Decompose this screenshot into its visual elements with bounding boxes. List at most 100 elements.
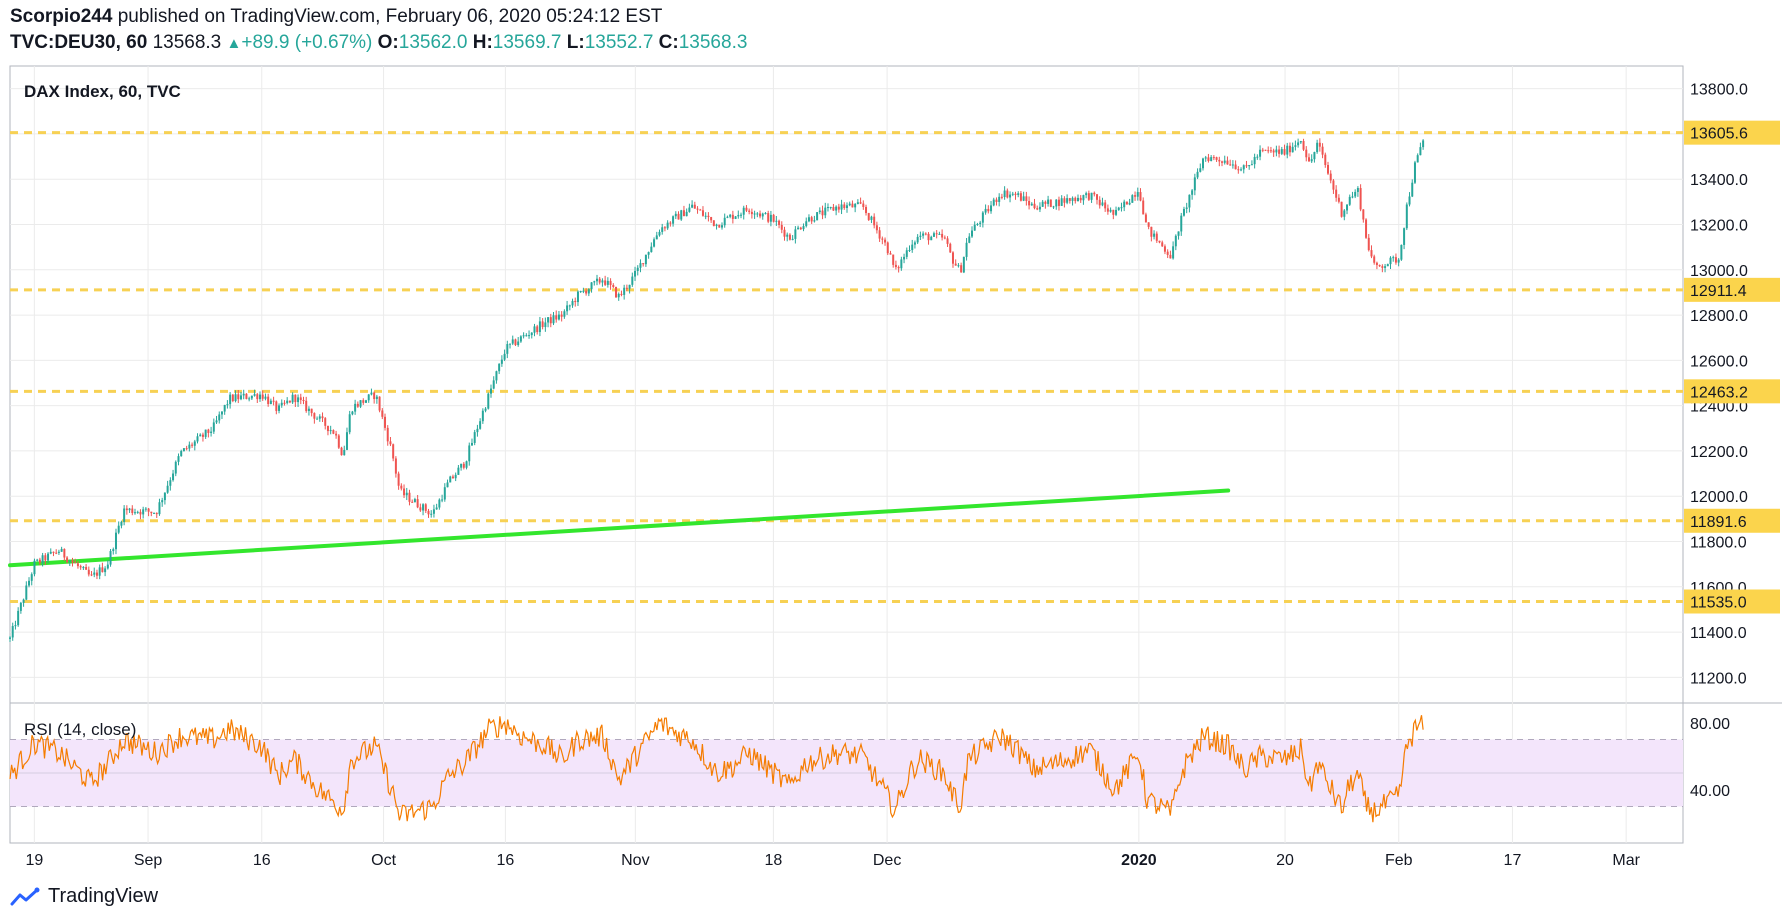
- candle-body: [644, 254, 647, 265]
- candle-body: [324, 418, 327, 426]
- candle-body: [1218, 159, 1221, 162]
- candle-body: [962, 256, 965, 273]
- candle-body: [1131, 195, 1134, 203]
- candle-body: [536, 326, 539, 333]
- candle-body: [237, 394, 240, 400]
- y-tick-label: 11800.0: [1690, 535, 1747, 552]
- candle-body: [367, 394, 370, 401]
- candle-body: [544, 322, 547, 328]
- candle-body: [1014, 193, 1017, 196]
- candle-body: [797, 227, 800, 230]
- horizontal-gridlines: [10, 88, 1683, 678]
- candle-body: [555, 315, 558, 320]
- candle-body: [786, 234, 789, 237]
- candle-body: [1332, 180, 1335, 190]
- candle-body: [239, 395, 242, 400]
- candle-body: [302, 400, 305, 402]
- candle-body: [574, 300, 577, 303]
- candle-body: [435, 507, 438, 510]
- x-tick-label: 18: [765, 852, 783, 869]
- x-tick-label: 20: [1276, 852, 1294, 869]
- author-name[interactable]: Scorpio244: [10, 6, 113, 27]
- candle-body: [1261, 149, 1264, 151]
- candle-body: [704, 215, 707, 217]
- candle-body: [802, 226, 805, 230]
- candle-body: [392, 444, 395, 459]
- candle-body: [1158, 240, 1161, 243]
- trendline[interactable]: [8, 488, 1231, 568]
- candle-body: [908, 250, 911, 252]
- candle-body: [408, 492, 411, 502]
- candle-body: [30, 574, 33, 581]
- candle-body: [682, 210, 685, 217]
- candle-body: [1000, 196, 1003, 198]
- publish-info: Scorpio244 published on TradingView.com,…: [10, 6, 662, 28]
- candle-body: [1343, 210, 1346, 217]
- candle-body: [430, 513, 433, 515]
- candle-body: [215, 420, 218, 423]
- trend-line[interactable]: [8, 488, 1231, 568]
- tradingview-brand[interactable]: TradingView: [48, 885, 159, 907]
- candle-body: [33, 560, 36, 575]
- candle-body: [669, 222, 672, 224]
- candle-body: [677, 213, 680, 220]
- candle-body: [193, 441, 196, 446]
- candle-body: [1047, 199, 1050, 204]
- candle-body: [1068, 198, 1071, 201]
- candle-body: [373, 392, 376, 400]
- y-tick-label: 12000.0: [1690, 489, 1748, 506]
- candle-body: [57, 551, 60, 553]
- candle-body: [984, 208, 987, 213]
- candle-body: [449, 476, 452, 483]
- candle-body: [343, 449, 346, 456]
- level-label-bg: [1684, 120, 1780, 145]
- published-text: published on TradingView.com, February 0…: [117, 6, 663, 27]
- candle-body: [291, 394, 294, 403]
- candle-body: [924, 233, 927, 235]
- candle-body: [11, 626, 14, 638]
- candle-body: [981, 212, 984, 223]
- candle-body: [772, 214, 775, 222]
- candle-body: [1090, 192, 1093, 200]
- candle-body: [1294, 145, 1297, 147]
- candle-body: [848, 203, 851, 206]
- candle-body: [36, 559, 39, 561]
- candle-body: [1128, 202, 1131, 205]
- candle-body: [134, 512, 137, 514]
- level-label-bg: [1684, 379, 1780, 404]
- candle-body: [560, 314, 563, 317]
- y-tick-label: 12200.0: [1690, 444, 1748, 461]
- price-change: +89.9 (+0.67%): [241, 32, 373, 53]
- candle-body: [207, 429, 210, 433]
- tradingview-logo-icon[interactable]: [10, 887, 40, 907]
- candle-body: [1006, 190, 1009, 198]
- candle-body: [275, 401, 278, 411]
- candle-body: [742, 207, 745, 215]
- candle-body: [457, 467, 460, 475]
- rsi-axis[interactable]: 40.00 80.00: [1690, 716, 1730, 800]
- candle-body: [775, 220, 778, 222]
- candle-body: [1071, 197, 1074, 201]
- candle-body: [1117, 207, 1120, 210]
- open-label: O:: [377, 32, 399, 53]
- x-tick-label: Dec: [873, 852, 901, 869]
- candle-body: [1267, 150, 1270, 152]
- candle-body: [261, 394, 264, 399]
- candle-body: [769, 214, 772, 222]
- candle-body: [865, 206, 868, 214]
- candle-body: [533, 326, 536, 333]
- candle-body: [479, 421, 482, 429]
- candle-body: [340, 447, 343, 456]
- candle-body: [805, 221, 808, 227]
- candle-body: [1245, 165, 1248, 167]
- symbol-name: TVC:DEU30, 60: [10, 32, 148, 53]
- candle-body: [362, 400, 365, 403]
- candle-body: [859, 202, 862, 204]
- candle-body: [511, 339, 514, 344]
- time-axis[interactable]: 19 Sep 16 Oct 16 Nov 18 Dec 2020 20 Feb 17 Mar: [25, 852, 1640, 869]
- candle-body: [900, 259, 903, 269]
- candle-body: [123, 508, 126, 522]
- candle-body: [935, 233, 938, 235]
- level-label-bg: [1684, 508, 1780, 533]
